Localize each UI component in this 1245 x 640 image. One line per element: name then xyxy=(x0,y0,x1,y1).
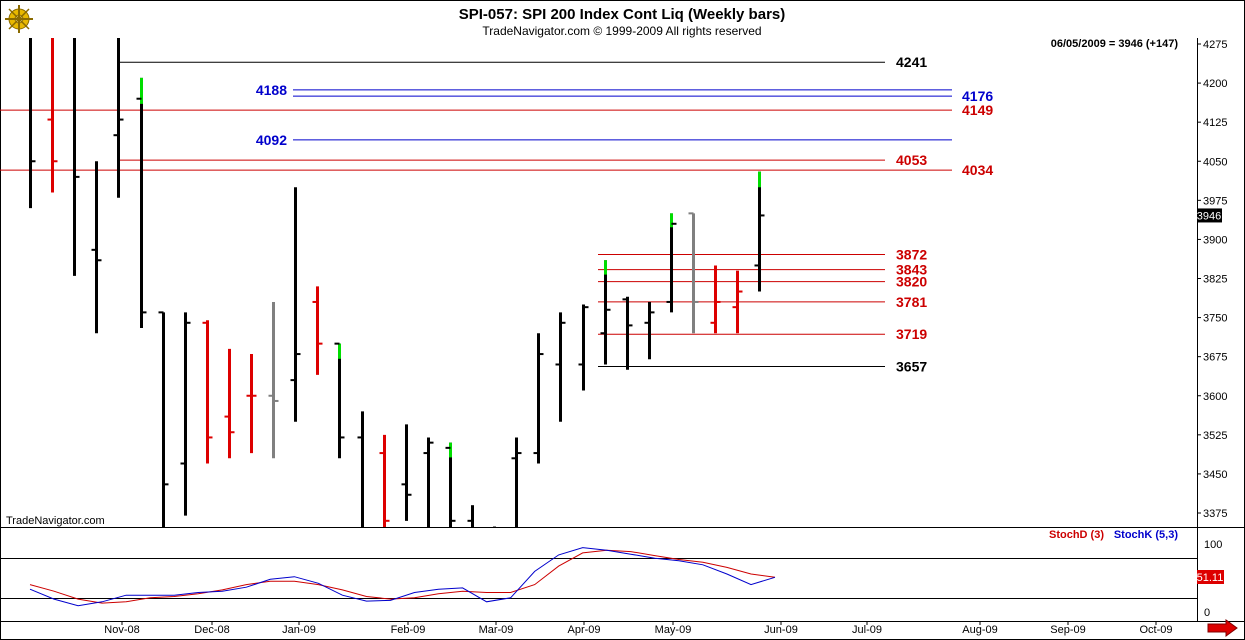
level-label: 3820 xyxy=(896,274,927,290)
stochd-line xyxy=(29,549,776,604)
level-label: 4241 xyxy=(896,54,927,70)
price-tick-label: 3750 xyxy=(1203,313,1227,325)
date-tick-label: May-09 xyxy=(655,624,692,636)
date-tick-label: Jul-09 xyxy=(852,624,882,636)
price-bar xyxy=(334,342,345,459)
watermark: TradeNavigator.com xyxy=(6,515,105,527)
price-tick-label: 3825 xyxy=(1203,274,1227,286)
price-tick-label: 3675 xyxy=(1203,352,1227,364)
price-bar xyxy=(113,38,124,198)
price-bar xyxy=(290,187,301,422)
price-bar xyxy=(710,265,721,334)
price-bar xyxy=(158,311,169,527)
date-tick-label: Apr-09 xyxy=(567,624,600,636)
last-readout: 06/05/2009 = 3946 (+147) xyxy=(1051,38,1179,50)
price-bar xyxy=(666,213,677,313)
price-bar xyxy=(29,38,36,209)
price-bar xyxy=(622,296,633,370)
stochastic-panel: StochD (3) StochK (5,3) 100 0 51.11 xyxy=(0,529,1224,619)
date-tick-label: Nov-08 xyxy=(104,624,139,636)
stochk-line xyxy=(29,547,776,607)
date-tick-label: Feb-09 xyxy=(391,624,426,636)
level-label: 4034 xyxy=(962,162,993,178)
level-label: 4176 xyxy=(962,88,993,104)
level-label: 4188 xyxy=(256,82,287,98)
price-bar xyxy=(202,320,213,464)
price-bar xyxy=(357,411,364,527)
price-bar xyxy=(224,348,235,459)
price-axis: 4275 4200 4125 4050 3975 3900 3825 3750 3675 3600… xyxy=(1197,39,1227,520)
price-tick-label: 3525 xyxy=(1203,430,1227,442)
price-bar xyxy=(445,442,456,527)
price-tick-label: 3375 xyxy=(1203,508,1227,520)
price-bar xyxy=(732,270,743,334)
price-tick-label: 3900 xyxy=(1203,234,1227,246)
price-bar xyxy=(312,286,323,375)
price-tick-label: 3600 xyxy=(1203,391,1227,403)
stoch-value-label: 51.11 xyxy=(1197,572,1224,584)
level-label: 3872 xyxy=(896,247,927,263)
date-tick-label: Jun-09 xyxy=(764,624,798,636)
last-price-tag: 3946 xyxy=(1197,208,1222,223)
price-bar xyxy=(555,312,566,422)
stoch-tick-0: 0 xyxy=(1204,607,1210,619)
level-label: 4053 xyxy=(896,152,927,168)
stochd-legend: StochD (3) xyxy=(1049,529,1104,541)
date-tick-label: Sep-09 xyxy=(1050,624,1085,636)
price-tick-label: 3450 xyxy=(1203,469,1227,481)
price-tick-label: 4200 xyxy=(1203,78,1227,90)
price-bar xyxy=(136,77,147,329)
date-axis: Nov-08 Dec-08 Jan-09 Feb-09 Mar-09 Apr-09 May-… xyxy=(104,621,1173,636)
date-tick-label: Jan-09 xyxy=(282,624,316,636)
price-bar xyxy=(268,301,279,459)
date-tick-label: Mar-09 xyxy=(479,624,514,636)
level-label: 3719 xyxy=(896,326,927,342)
level-label: 4092 xyxy=(256,132,287,148)
price-bar xyxy=(180,312,191,516)
price-tick-label: 4275 xyxy=(1203,39,1227,51)
price-bar xyxy=(91,161,102,334)
date-tick-label: Oct-09 xyxy=(1139,624,1172,636)
stoch-tick-100: 100 xyxy=(1204,539,1222,551)
level-label: 3781 xyxy=(896,294,927,310)
price-bars xyxy=(29,38,765,527)
price-bar xyxy=(467,505,474,527)
price-bar xyxy=(511,437,522,527)
price-tick-label: 4125 xyxy=(1203,117,1227,129)
right-arrow-icon[interactable] xyxy=(1207,619,1238,637)
level-label: 3657 xyxy=(896,359,927,375)
last-price-label: 3946 xyxy=(1197,210,1221,222)
chart-subtitle: TradeNavigator.com © 1999-2009 All right… xyxy=(482,24,761,38)
stochk-legend: StochK (5,3) xyxy=(1114,529,1179,541)
chart-title: SPI-057: SPI 200 Index Cont Liq (Weekly … xyxy=(459,6,786,23)
price-bar xyxy=(754,171,765,292)
stoch-value-tag xyxy=(1197,570,1224,584)
level-lines xyxy=(0,61,952,368)
price-tick-label: 4050 xyxy=(1203,156,1227,168)
price-tick-label: 3975 xyxy=(1203,195,1227,207)
price-bar xyxy=(600,260,611,365)
price-bar xyxy=(423,437,434,527)
price-bar xyxy=(73,38,80,276)
price-bar xyxy=(644,301,655,360)
price-bar xyxy=(379,434,390,527)
price-bar xyxy=(246,354,257,454)
price-bar xyxy=(688,212,699,334)
price-bar xyxy=(401,424,412,521)
level-label: 3843 xyxy=(896,262,927,278)
date-tick-label: Dec-08 xyxy=(194,624,229,636)
price-bar xyxy=(47,38,58,193)
date-tick-label: Aug-09 xyxy=(962,624,997,636)
ship-wheel-icon[interactable] xyxy=(5,5,33,33)
price-bar xyxy=(533,333,544,464)
price-bar xyxy=(578,304,589,391)
level-label: 4149 xyxy=(962,102,993,118)
